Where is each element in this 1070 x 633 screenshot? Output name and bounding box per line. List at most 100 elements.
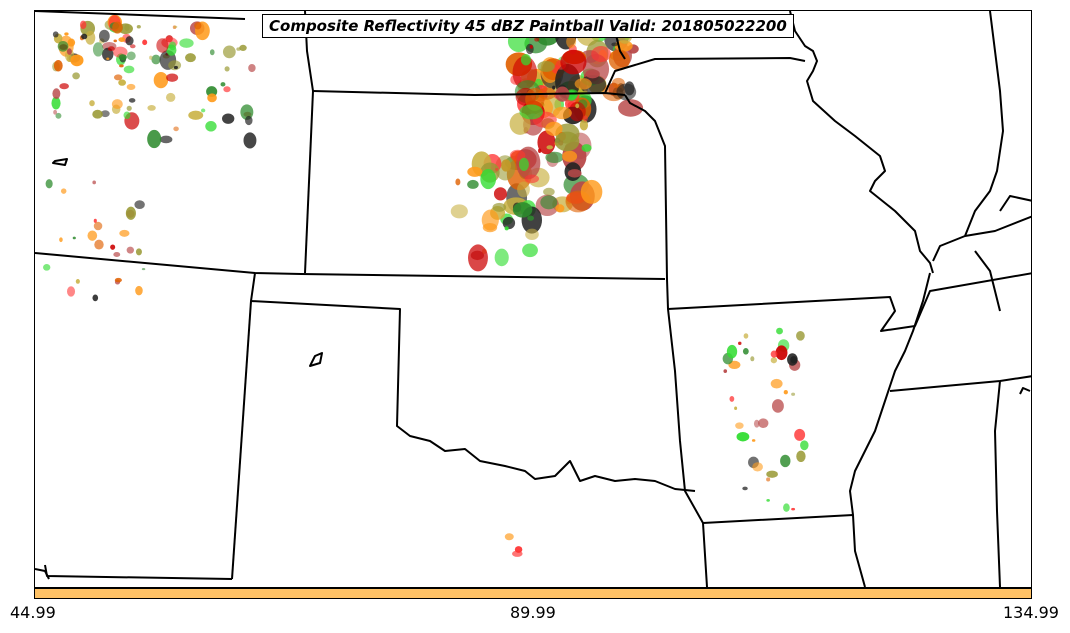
paintball-blob bbox=[723, 369, 728, 373]
paintball-blob bbox=[112, 21, 123, 34]
paintball-blob bbox=[113, 39, 117, 43]
paintball-blob bbox=[480, 168, 497, 190]
paintball-blob bbox=[504, 533, 514, 541]
paintball-blob bbox=[147, 105, 156, 111]
paintball-blob bbox=[770, 378, 783, 389]
paintball-blob bbox=[70, 54, 84, 67]
paintball-blob bbox=[455, 178, 461, 186]
paintball-blob bbox=[166, 44, 177, 56]
paintball-blob bbox=[66, 48, 72, 55]
paintball-blob bbox=[67, 286, 76, 297]
paintball-blob bbox=[585, 69, 600, 79]
paintball-blob bbox=[85, 30, 96, 45]
paintball-blob bbox=[129, 44, 136, 49]
paintball-blob bbox=[107, 46, 115, 52]
paintball-blob bbox=[560, 49, 587, 75]
reflectivity-paintball-layer bbox=[43, 14, 809, 557]
paintball-blob bbox=[540, 195, 558, 210]
paintball-blob bbox=[735, 422, 744, 429]
paintball-blob bbox=[502, 216, 516, 230]
paintball-blob bbox=[566, 35, 577, 49]
paintball-blob bbox=[504, 226, 509, 231]
paintball-blob bbox=[92, 294, 99, 302]
colorbar-tick-label: 89.99 bbox=[510, 603, 556, 622]
paintball-blob bbox=[123, 65, 135, 74]
state-borders bbox=[35, 11, 1031, 587]
paintball-blob bbox=[545, 151, 564, 164]
paintball-blob bbox=[555, 204, 565, 213]
paintball-blob bbox=[93, 221, 103, 231]
paintball-blob bbox=[141, 268, 146, 271]
paintball-blob bbox=[52, 31, 59, 38]
paintball-blob bbox=[98, 29, 110, 43]
paintball-blob bbox=[537, 61, 555, 72]
paintball-blob bbox=[135, 248, 142, 256]
paintball-blob bbox=[734, 406, 738, 411]
paintball-blob bbox=[53, 59, 63, 72]
paintball-blob bbox=[248, 63, 256, 73]
paintball-blob bbox=[562, 150, 578, 162]
paintball-blob bbox=[728, 360, 741, 370]
paintball-blob bbox=[552, 106, 572, 120]
paintball-blob bbox=[75, 278, 80, 284]
paintball-blob bbox=[173, 65, 178, 70]
paintball-blob bbox=[766, 498, 770, 502]
paintball-blob bbox=[222, 45, 236, 59]
paintball-blob bbox=[128, 98, 136, 103]
paintball-blob bbox=[111, 99, 123, 110]
paintball-blob bbox=[579, 119, 589, 131]
paintball-blob bbox=[509, 149, 526, 161]
paintball-blob bbox=[529, 45, 533, 49]
paintball-blob bbox=[123, 111, 131, 120]
paintball-blob bbox=[524, 174, 540, 184]
paintball-blob bbox=[467, 166, 483, 177]
paintball-blob bbox=[222, 113, 235, 124]
paintball-blob bbox=[57, 40, 69, 52]
state-boundary-map bbox=[35, 11, 1031, 587]
paintball-blob bbox=[481, 209, 499, 231]
paintball-blob bbox=[149, 55, 153, 60]
paintball-blob bbox=[766, 477, 771, 482]
paintball-blob bbox=[126, 105, 132, 111]
paintball-blob bbox=[520, 53, 532, 66]
paintball-blob bbox=[752, 462, 763, 472]
paintball-blob bbox=[574, 78, 592, 90]
paintball-blob bbox=[467, 179, 479, 189]
paintball-blob bbox=[794, 428, 806, 441]
paintball-blob bbox=[534, 37, 540, 42]
paintball-blob bbox=[796, 450, 806, 462]
paintball-blob bbox=[796, 330, 805, 341]
paintball-blob bbox=[780, 454, 791, 468]
map-frame bbox=[34, 10, 1032, 588]
paintball-blob bbox=[45, 179, 53, 189]
paintball-blob bbox=[776, 327, 783, 335]
paintball-blob bbox=[545, 121, 563, 136]
colorbar-tick-label: 134.99 bbox=[1003, 603, 1059, 622]
paintball-blob bbox=[159, 135, 173, 144]
paintball-blob bbox=[543, 187, 555, 196]
paintball-blob bbox=[185, 53, 196, 63]
paintball-blob bbox=[81, 33, 88, 40]
paintball-blob bbox=[243, 132, 257, 149]
paintball-blob bbox=[611, 42, 618, 47]
paintball-blob bbox=[771, 399, 784, 413]
paintball-blob bbox=[119, 64, 124, 68]
paintball-blob bbox=[79, 20, 87, 30]
paintball-blob bbox=[87, 230, 98, 241]
paintball-blob bbox=[568, 101, 586, 122]
paintball-blob bbox=[106, 57, 110, 61]
paintball-blob bbox=[125, 36, 134, 46]
paintball-blob bbox=[156, 38, 169, 53]
paintball-blob bbox=[608, 49, 631, 71]
paintball-blob bbox=[492, 202, 507, 212]
paintball-blob bbox=[110, 244, 116, 250]
paintball-blob bbox=[726, 344, 738, 359]
colorbar bbox=[34, 588, 1032, 599]
paintball-blob bbox=[126, 83, 136, 91]
paintball-blob bbox=[770, 357, 778, 364]
paintball-blob bbox=[94, 239, 104, 250]
paintball-blob bbox=[468, 244, 488, 272]
paintball-blob bbox=[60, 188, 67, 194]
paintball-blob bbox=[151, 54, 161, 65]
paintball-blob bbox=[766, 470, 778, 478]
